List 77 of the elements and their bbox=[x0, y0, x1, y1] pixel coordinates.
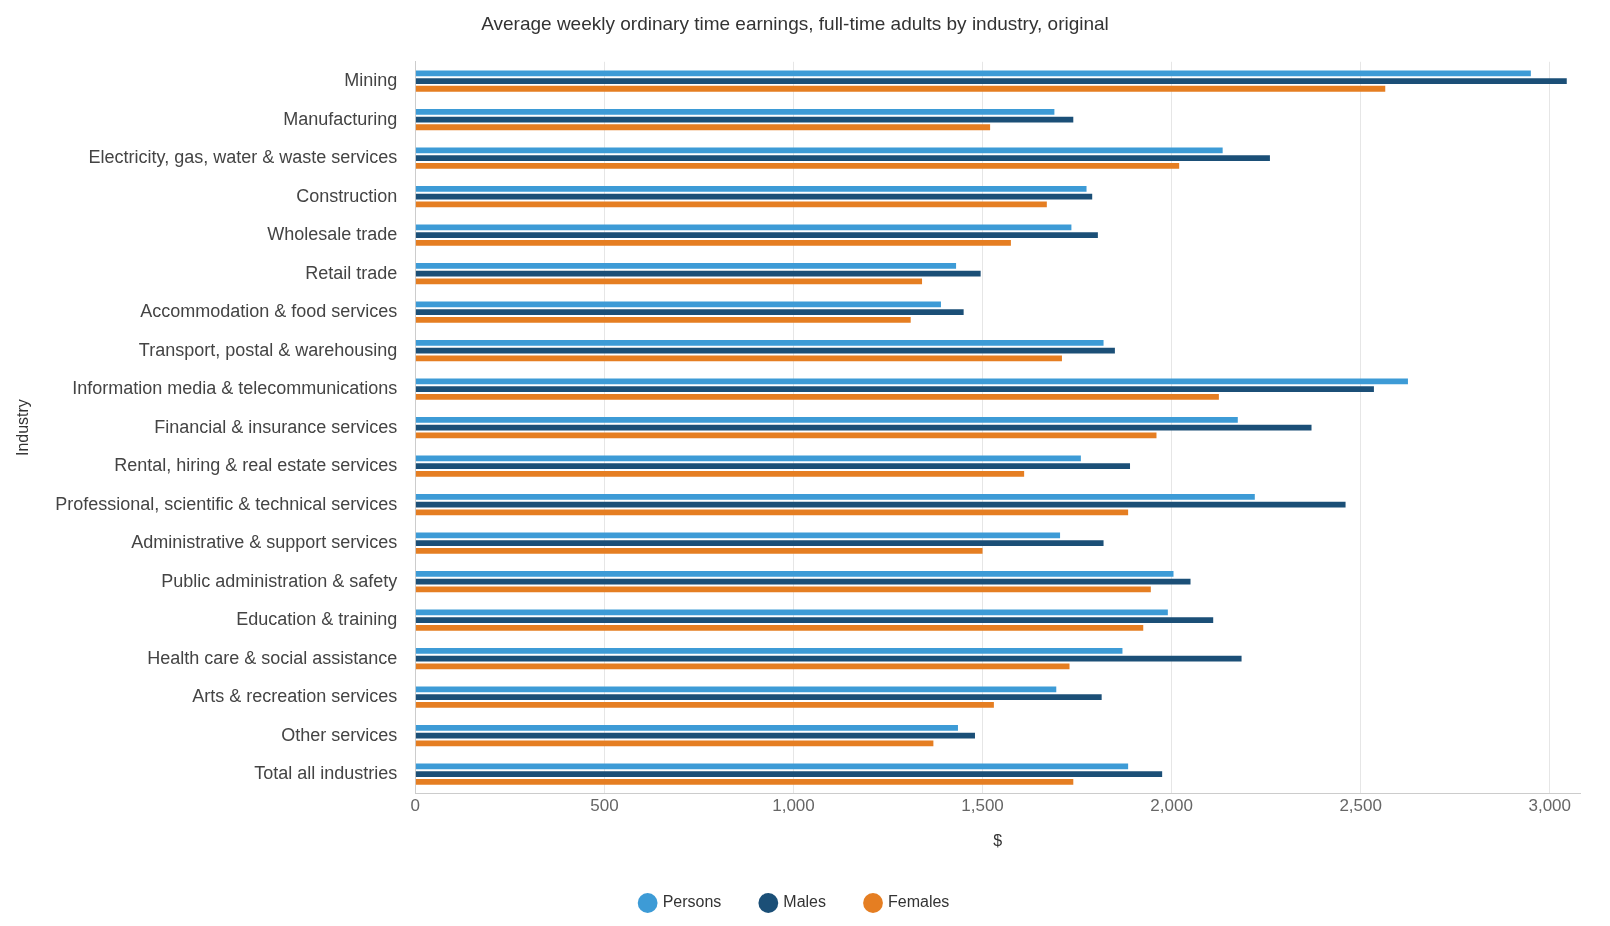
bar bbox=[415, 725, 958, 731]
bar bbox=[415, 578, 1191, 585]
y-tick-label: Rental, hiring & real estate services bbox=[114, 455, 398, 476]
bar bbox=[415, 547, 983, 554]
y-tick-label: Administrative & support services bbox=[131, 532, 398, 553]
y-tick-label: Construction bbox=[296, 185, 398, 206]
y-tick-label: Other services bbox=[281, 724, 398, 745]
bar bbox=[415, 732, 975, 739]
bar bbox=[415, 355, 1062, 362]
bar bbox=[415, 162, 1180, 169]
y-axis-title: Industry bbox=[14, 399, 32, 457]
bar bbox=[415, 316, 911, 323]
legend-label: Females bbox=[888, 893, 950, 911]
y-tick-label: Transport, postal & warehousing bbox=[138, 339, 398, 360]
bar bbox=[415, 201, 1047, 208]
bar bbox=[415, 624, 1144, 631]
bar bbox=[415, 147, 1223, 154]
bar bbox=[415, 232, 1098, 238]
bar bbox=[415, 262, 957, 269]
y-tick-label: Electricity, gas, water & waste services bbox=[88, 147, 398, 168]
bar bbox=[415, 224, 1072, 231]
x-axis-title: $ bbox=[993, 831, 1003, 849]
bar bbox=[415, 463, 1131, 469]
y-tick-label: Wholesale trade bbox=[267, 224, 398, 245]
x-tick-label: 2,000 bbox=[1150, 796, 1193, 816]
bar bbox=[415, 771, 1163, 778]
bar bbox=[415, 540, 1104, 546]
bar bbox=[415, 393, 1219, 400]
bar bbox=[415, 470, 1025, 477]
y-tick-label: Information media & telecommunications bbox=[72, 378, 398, 399]
bar bbox=[415, 617, 1214, 624]
bar bbox=[415, 663, 1070, 670]
bar bbox=[415, 301, 941, 308]
y-tick-label: Education & training bbox=[236, 609, 398, 630]
x-tick-label: 1,000 bbox=[772, 796, 815, 816]
bar bbox=[415, 571, 1174, 577]
x-tick-label: 500 bbox=[590, 796, 619, 816]
y-tick-label: Retail trade bbox=[305, 262, 398, 283]
y-tick-label: Public administration & safety bbox=[161, 570, 398, 591]
x-tick-label: 3,000 bbox=[1528, 796, 1572, 816]
x-tick-label: 2,500 bbox=[1339, 796, 1382, 816]
y-tick-label: Manufacturing bbox=[283, 108, 398, 129]
bar bbox=[415, 340, 1104, 346]
chart-title: Average weekly ordinary time earnings, full-time adults by industry, original bbox=[481, 12, 1109, 34]
bar bbox=[415, 155, 1270, 161]
x-tick-label: 1,500 bbox=[961, 796, 1004, 816]
bar bbox=[415, 701, 994, 708]
bar bbox=[415, 70, 1531, 77]
bar bbox=[415, 124, 991, 131]
bar bbox=[415, 85, 1386, 92]
bar bbox=[415, 648, 1123, 654]
bar bbox=[415, 386, 1374, 392]
y-tick-label: Total all industries bbox=[254, 763, 398, 784]
y-tick-label: Mining bbox=[344, 70, 398, 91]
bar bbox=[415, 494, 1255, 500]
legend-label: Persons bbox=[662, 893, 722, 911]
bar bbox=[415, 778, 1074, 785]
bar bbox=[415, 185, 1087, 192]
x-tick-label: 0 bbox=[410, 796, 421, 816]
bar bbox=[415, 509, 1129, 516]
y-tick-label: Financial & insurance services bbox=[154, 416, 398, 437]
bar bbox=[415, 239, 1011, 246]
bar bbox=[415, 655, 1242, 662]
bar bbox=[415, 432, 1157, 439]
bar bbox=[415, 586, 1151, 593]
bar bbox=[415, 108, 1055, 115]
y-tick-label: Professional, scientific & technical services bbox=[55, 493, 398, 514]
y-tick-label: Accommodation & food services bbox=[140, 301, 398, 322]
bar bbox=[415, 694, 1102, 701]
bar bbox=[415, 78, 1567, 84]
legend-label: Males bbox=[783, 893, 827, 911]
bar bbox=[415, 740, 934, 747]
bar bbox=[415, 417, 1238, 423]
y-tick-label: Arts & recreation services bbox=[192, 686, 398, 707]
bar bbox=[415, 278, 923, 285]
y-tick-label: Health care & social assistance bbox=[147, 647, 398, 668]
bar bbox=[415, 309, 964, 315]
